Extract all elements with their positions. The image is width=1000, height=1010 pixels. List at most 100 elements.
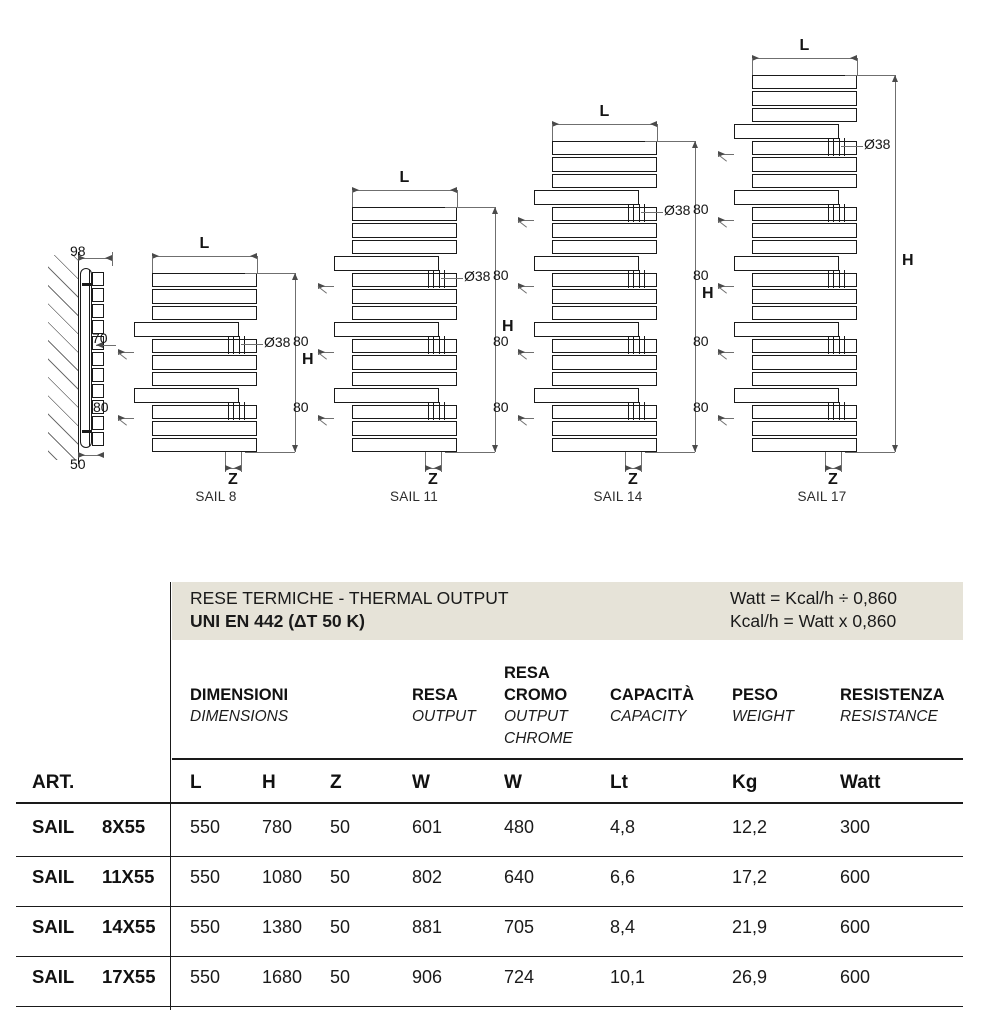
cell-W-chrome: 480	[504, 817, 535, 837]
wall-face-line	[78, 252, 79, 464]
cell-Z: 50	[330, 967, 351, 987]
dim-50-arrow-right	[97, 452, 104, 458]
dim-H-ext-top	[445, 206, 495, 208]
collector-pipe	[639, 401, 645, 420]
radiator-bar	[534, 322, 639, 337]
dim-label-Z: Z	[828, 471, 838, 488]
dim-Z-ext-left	[625, 452, 626, 472]
dim-label-L: L	[599, 102, 610, 120]
dim-label-H: H	[502, 318, 514, 336]
radiator-bar	[334, 322, 439, 337]
dim-80-leader	[518, 418, 534, 419]
dim-label-98: 98	[70, 243, 86, 259]
dim-H-ext-bottom	[845, 452, 895, 453]
radiator-bar	[352, 206, 457, 221]
radiator-bar	[152, 404, 257, 419]
dim-L-ext-right	[457, 189, 458, 207]
dim-label-70: 70	[92, 330, 108, 346]
dim-label-80: 80	[493, 399, 509, 415]
dim-80-leader	[318, 352, 334, 353]
radiator-bar	[752, 74, 857, 89]
radiator-bar	[352, 305, 457, 320]
dim-80-arrow	[118, 415, 125, 421]
cell-Watt: 600	[840, 917, 871, 937]
col-group-title-en-2: OUTPUT	[504, 708, 568, 725]
dim-Z-ext-right	[841, 452, 842, 472]
dim-Z-line	[225, 468, 241, 469]
cell-art-model: 8X55	[102, 816, 146, 837]
radiator-bar	[752, 437, 857, 452]
dim-H-line	[695, 140, 696, 452]
dim-label-L: L	[399, 168, 410, 186]
collector-pipe	[828, 335, 834, 354]
dim-label-80: 80	[693, 399, 709, 415]
collector-pipe	[639, 203, 645, 222]
cell-H: 780	[262, 817, 293, 837]
row-rule	[16, 956, 963, 958]
table-row[interactable]: SAIL 14X55 550 1380 50 881 705 8,4 21,9 600	[0, 910, 1000, 960]
dim-H-arrow-top	[492, 206, 498, 214]
art-column-divider	[170, 582, 171, 1010]
cell-Kg: 21,9	[732, 917, 768, 937]
radiator-bar	[752, 107, 857, 122]
header-rule	[172, 758, 963, 760]
thermal-output-banner	[172, 582, 963, 640]
col-group-title-it-3: CAPACITÀ	[610, 686, 695, 704]
cell-L: 550	[190, 817, 221, 837]
cell-H: 1080	[262, 867, 303, 887]
radiator-bar	[134, 322, 239, 337]
units-rule	[16, 802, 963, 804]
table-row[interactable]: SAIL 11X55 550 1080 50 802 640 6,6 17,2 600	[0, 860, 1000, 910]
radiator-bar	[152, 305, 257, 320]
mounting-bracket	[82, 283, 92, 286]
radiator-bar	[534, 256, 639, 271]
radiator-fin	[92, 352, 104, 366]
radiator-bar	[352, 289, 457, 304]
collector-pipe	[628, 335, 634, 354]
dim-80-arrow	[718, 349, 725, 355]
radiator-bar	[552, 338, 657, 353]
radiator-bar	[752, 421, 857, 436]
col-group-title-it-1: RESA	[412, 686, 458, 704]
dim-H-arrow-bottom	[692, 445, 698, 452]
dim-label-Z: Z	[228, 471, 238, 488]
radiator-bar	[752, 371, 857, 386]
dim-Z-ext-left	[825, 452, 826, 472]
figure-caption-3: SAIL 14	[593, 489, 643, 504]
cell-Watt: 300	[840, 817, 871, 837]
profile-inner-line	[89, 270, 90, 446]
dim-d38-line	[641, 211, 663, 213]
front-view-figure-1: L H Ø38 80 Z	[93, 235, 314, 489]
dim-H-ext-bottom	[645, 452, 695, 453]
dim-Z-arrow-left	[225, 465, 232, 471]
dim-Z-line	[825, 468, 841, 469]
radiator-bar	[552, 239, 657, 254]
table-row[interactable]: SAIL 8X55 550 780 50 601 480 4,8 12,2 300	[0, 810, 1000, 860]
col-group-title-en-4: WEIGHT	[732, 708, 794, 725]
cell-art-model: 14X55	[102, 916, 156, 937]
cell-Lt: 8,4	[610, 917, 636, 937]
collector-pipe	[839, 203, 845, 222]
radiator-bar	[552, 140, 657, 155]
side-view-figure: 98 70 50	[0, 0, 160, 520]
unit-header-Wc: W	[504, 772, 522, 793]
row-rule	[16, 856, 963, 858]
cell-Kg: 12,2	[732, 817, 768, 837]
wall-hatch	[48, 255, 78, 460]
radiator-bar	[752, 223, 857, 238]
table-row[interactable]: SAIL 17X55 550 1680 50 906 724 10,1 26,9 600	[0, 960, 1000, 1010]
radiator-bar	[552, 305, 657, 320]
dim-Z-ext-right	[441, 452, 442, 472]
radiator-bar	[152, 289, 257, 304]
cell-Watt: 600	[840, 967, 871, 987]
radiator-bar	[552, 173, 657, 188]
dim-L-arrow-left	[552, 120, 559, 127]
banner-formula-watt: Watt = Kcal/h ÷ 0,860	[730, 588, 898, 608]
figure-caption-4: SAIL 17	[797, 489, 847, 504]
radiator-bar	[552, 272, 657, 287]
dim-80-leader	[718, 220, 734, 221]
dim-Z-ext-right	[641, 452, 642, 472]
unit-header-Kg: Kg	[732, 772, 758, 793]
unit-header-W: W	[412, 772, 430, 793]
dim-H-ext-bottom	[445, 452, 495, 453]
